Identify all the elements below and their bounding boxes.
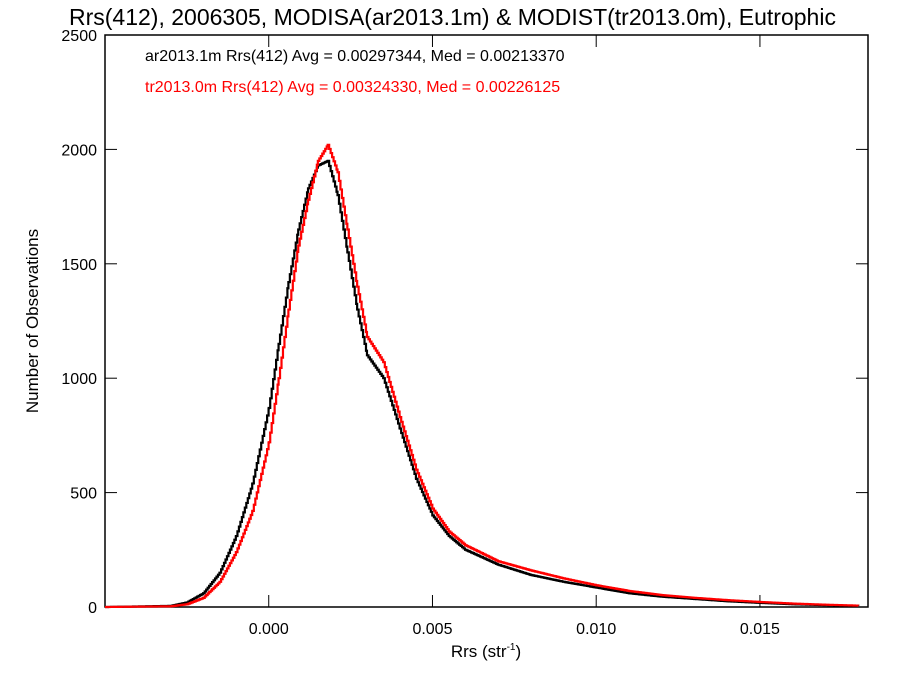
plot-frame — [104, 34, 869, 608]
x-axis-label-end: ) — [515, 642, 521, 661]
histogram-ar2013-line — [105, 159, 860, 609]
chart-title: Rrs(412), 2006305, MODISA(ar2013.1m) & M… — [69, 4, 836, 30]
legend-ar2013: ar2013.1m Rrs(412) Avg = 0.00297344, Med… — [145, 48, 565, 65]
histogram-tr2013-line — [105, 143, 860, 609]
legend-tr2013: tr2013.0m Rrs(412) Avg = 0.00324330, Med… — [145, 79, 560, 96]
x-tick-label: 0.010 — [576, 621, 616, 638]
x-tick-label: 0.015 — [740, 621, 780, 638]
y-tick-label: 0 — [88, 600, 97, 617]
x-tick-label: 0.005 — [412, 621, 452, 638]
y-tick-label: 500 — [70, 486, 97, 503]
series-layer — [105, 143, 860, 609]
axis-ticks: 0.000 0.005 0.010 0.015 0 500 1000 1500 2000 2500 — [61, 28, 868, 638]
y-tick-label: 1500 — [61, 257, 97, 274]
x-axis-label-superscript: -1 — [507, 642, 516, 653]
y-tick-label: 2500 — [61, 28, 97, 45]
y-tick-label: 2000 — [61, 142, 97, 159]
y-tick-label: 1000 — [61, 371, 97, 388]
x-tick-label: 0.000 — [249, 621, 289, 638]
y-axis-label: Number of Observations — [23, 229, 42, 413]
x-axis-label-main: Rrs (str — [451, 642, 507, 661]
plot-area-border — [104, 34, 869, 608]
x-axis-label: Rrs (str-1) — [451, 642, 521, 661]
